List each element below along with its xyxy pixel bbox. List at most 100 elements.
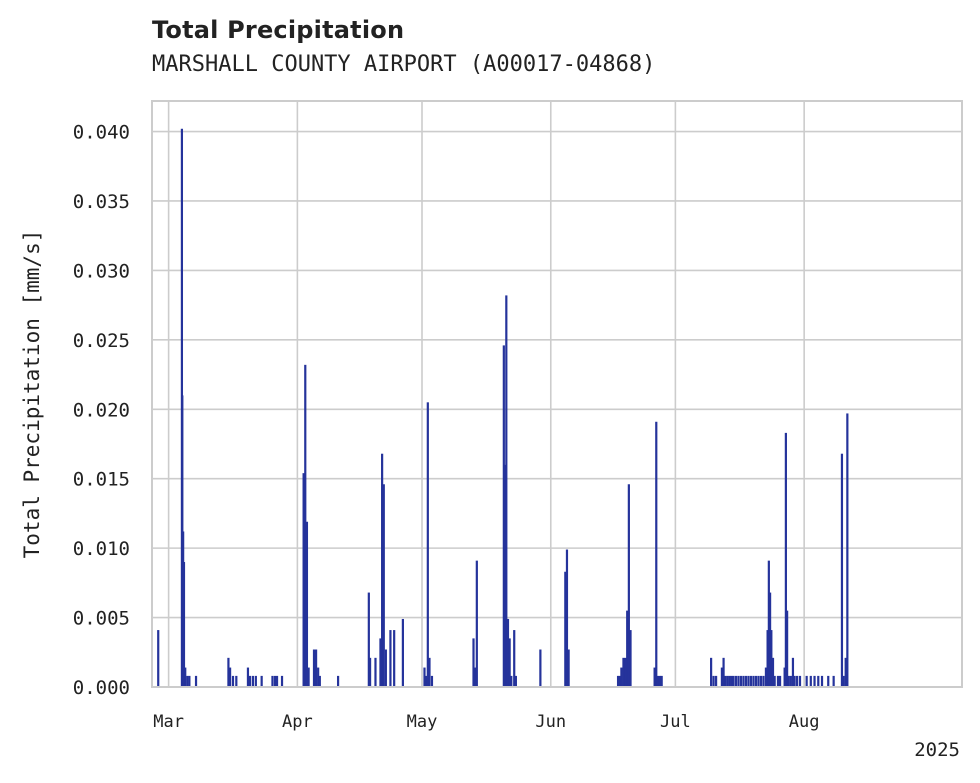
precip-bar <box>616 675 620 687</box>
y-tick-label: 0.000 <box>73 677 130 699</box>
chart-title: Total Precipitation <box>152 16 405 44</box>
y-tick-label: 0.030 <box>73 260 130 282</box>
precip-bar <box>732 675 735 687</box>
precip-bar <box>728 675 731 687</box>
precip-bar <box>660 675 663 687</box>
precip-bar <box>798 675 802 687</box>
x-tick-label: Jun <box>535 712 566 732</box>
precip-bar <box>778 675 782 687</box>
precip-bar <box>336 675 340 687</box>
precipitation-bars <box>157 128 849 687</box>
precip-bar <box>539 649 542 687</box>
precip-bar <box>747 675 750 687</box>
precip-bar <box>368 657 372 687</box>
precip-bar <box>658 675 662 687</box>
precip-bar <box>768 592 772 687</box>
precip-bar <box>194 675 198 687</box>
precip-bar <box>227 657 230 687</box>
y-tick-label: 0.035 <box>73 191 130 213</box>
x-tick-label: Apr <box>282 712 313 732</box>
precip-bar <box>764 667 768 687</box>
y-axis-ticks: 0.000 0.005 0.010 0.015 0.020 0.025 0.030 0.035… <box>73 122 130 699</box>
precip-bar <box>228 667 232 687</box>
precip-bar <box>314 649 318 687</box>
precip-bar <box>620 667 623 687</box>
precip-bar <box>426 402 429 687</box>
precip-bar <box>428 657 431 687</box>
x-tick-label: May <box>407 712 438 732</box>
precip-bar <box>393 630 396 687</box>
year-label: 2025 <box>914 739 960 761</box>
precip-bar <box>844 657 847 687</box>
precip-bar <box>624 657 627 687</box>
precip-bar <box>655 421 658 687</box>
precip-bar <box>275 675 279 687</box>
precip-bar <box>791 657 795 687</box>
precip-bar <box>382 484 385 687</box>
precip-bar <box>389 630 392 687</box>
precip-bar <box>235 675 238 687</box>
precip-bar <box>505 295 508 687</box>
precip-bar <box>280 675 284 687</box>
precip-bar <box>622 657 625 687</box>
precip-bar <box>784 432 787 687</box>
precip-bar <box>182 562 186 687</box>
precip-bar <box>381 453 384 687</box>
precip-bar <box>757 675 760 687</box>
precip-bar <box>846 413 849 687</box>
precip-bar <box>565 549 569 687</box>
plot-frame <box>151 100 963 688</box>
precip-bar <box>752 675 755 687</box>
precip-bar <box>766 630 769 687</box>
precip-bar <box>188 675 191 687</box>
precip-bar <box>809 675 812 687</box>
precip-bar <box>786 610 789 687</box>
precip-bar <box>827 675 830 687</box>
precip-bar <box>793 675 796 687</box>
precip-bar <box>656 675 660 687</box>
precip-bar <box>474 667 477 687</box>
precip-bar <box>805 675 808 687</box>
precip-bar <box>627 484 630 687</box>
precip-bar <box>749 675 753 687</box>
precip-bar <box>379 638 382 687</box>
precip-bar <box>771 657 775 687</box>
precip-bar <box>503 464 507 687</box>
precip-bar <box>776 675 780 687</box>
precip-bar <box>737 675 740 687</box>
precip-bar <box>618 675 621 687</box>
precip-bar <box>231 675 235 687</box>
precip-bar <box>770 630 773 687</box>
precip-bar <box>754 675 758 687</box>
precip-bar <box>367 592 370 687</box>
precip-bar <box>384 649 387 687</box>
precip-bar <box>720 667 724 687</box>
precip-bar <box>832 675 835 687</box>
precip-bar <box>817 675 820 687</box>
precip-bar <box>186 675 189 687</box>
precip-bar <box>795 675 799 687</box>
precip-bar <box>514 675 517 687</box>
precip-bar <box>184 667 187 687</box>
y-tick-label: 0.020 <box>73 399 130 421</box>
precip-bar <box>762 675 765 687</box>
precip-bar <box>564 571 567 687</box>
precip-bar <box>475 560 478 687</box>
gridlines <box>152 101 962 688</box>
precip-bar <box>513 630 516 687</box>
precip-bar <box>401 618 404 687</box>
x-tick-label: Jul <box>660 712 691 732</box>
precip-bar <box>307 667 310 687</box>
precip-bar <box>722 657 725 687</box>
precip-bar <box>724 675 727 687</box>
y-axis-label: Total Precipitation [mm/s] <box>20 230 44 559</box>
precip-bar <box>472 638 475 687</box>
y-tick-label: 0.010 <box>73 538 130 560</box>
precip-bar <box>157 630 160 687</box>
precip-bar <box>712 675 715 687</box>
precip-bar <box>813 675 816 687</box>
x-tick-label: Mar <box>153 712 184 732</box>
precip-bar <box>304 364 307 687</box>
precip-bar <box>302 473 305 687</box>
